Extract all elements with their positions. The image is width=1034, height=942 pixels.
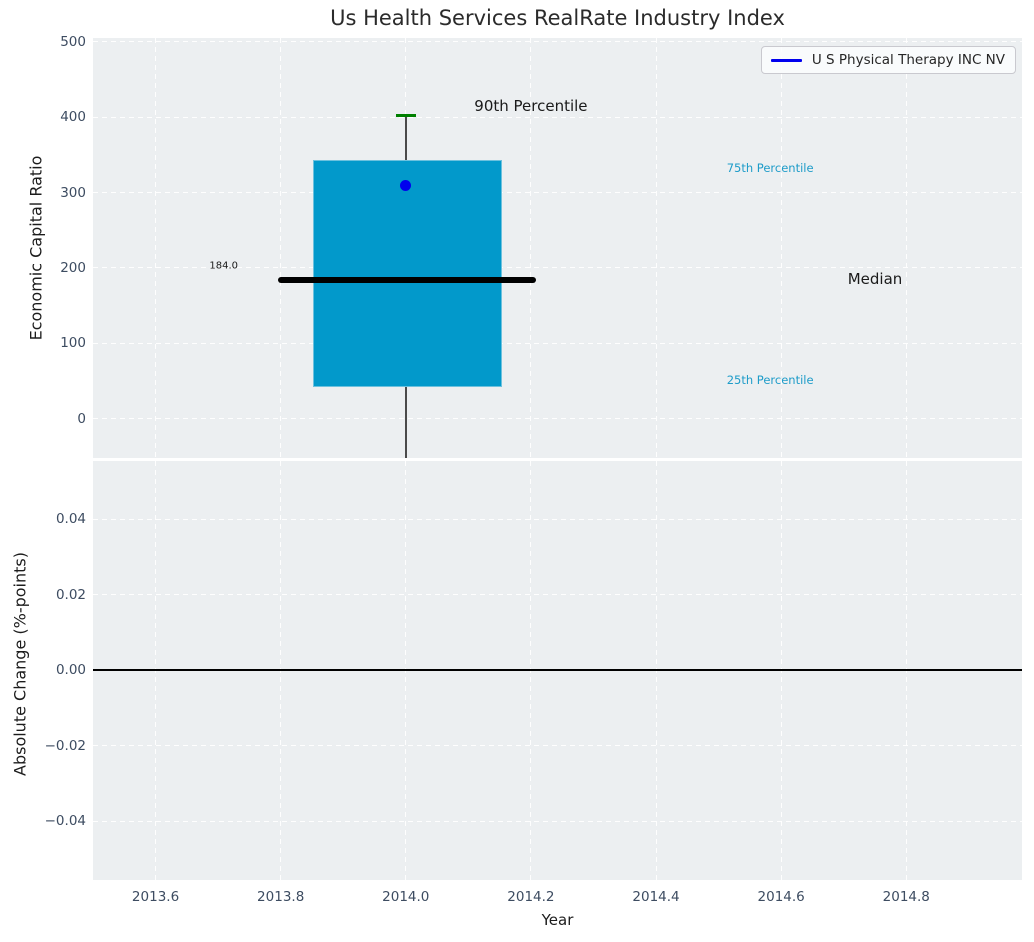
y-gridline	[93, 594, 1022, 596]
chart-annotation: Median	[847, 270, 903, 289]
x-gridline	[905, 38, 907, 458]
bottom-axes	[93, 461, 1022, 880]
legend: U S Physical Therapy INC NV	[760, 46, 1016, 74]
y-tick-label: 0.00	[55, 662, 86, 679]
y-tick-label: 0	[77, 410, 86, 427]
y-tick-label: −0.04	[44, 813, 86, 830]
y-gridline	[93, 267, 1022, 269]
y-gridline	[93, 820, 1022, 822]
x-tick-label: 2014.2	[507, 889, 555, 905]
x-gridline	[780, 38, 782, 458]
x-tick-label: 2014.6	[757, 889, 805, 905]
zero-reference-line	[93, 669, 1022, 672]
y-tick-label: 0.02	[55, 586, 86, 603]
y-tick-label: 300	[60, 184, 86, 201]
y-tick-label: 500	[60, 33, 86, 50]
chart-annotation: 90th Percentile	[474, 96, 588, 115]
top-axes: U S Physical Therapy INC NV	[93, 38, 1022, 458]
x-tick-label: 2014.8	[882, 889, 930, 905]
y-gridline	[93, 41, 1022, 43]
x-gridline	[530, 38, 532, 458]
y-tick-label: 0.04	[55, 511, 86, 528]
legend-label: U S Physical Therapy INC NV	[811, 52, 1005, 68]
company-data-point	[400, 179, 412, 191]
chart-annotation: 184.0	[209, 260, 239, 272]
chart-title: Us Health Services RealRate Industry Ind…	[330, 6, 785, 30]
chart-annotation: 25th Percentile	[726, 372, 814, 387]
median-line	[278, 277, 536, 284]
x-gridline	[655, 38, 657, 458]
x-axis-label: Year	[541, 911, 574, 929]
y-tick-label: 400	[60, 109, 86, 126]
y-tick-label: 100	[60, 335, 86, 352]
x-tick-label: 2014.4	[632, 889, 680, 905]
legend-line-sample	[770, 58, 802, 62]
y-gridline	[93, 116, 1022, 118]
x-gridline	[280, 38, 282, 458]
x-gridline	[155, 38, 157, 458]
y-tick-label: −0.02	[44, 737, 86, 754]
y-tick-label: 200	[60, 259, 86, 276]
whisker-cap-90th	[395, 114, 416, 118]
x-tick-label: 2014.0	[382, 889, 430, 905]
top-y-axis-label: Economic Capital Ratio	[26, 155, 46, 341]
y-gridline	[93, 745, 1022, 747]
x-tick-label: 2013.6	[131, 889, 180, 905]
y-gridline	[93, 418, 1022, 420]
bottom-y-axis-label: Absolute Change (%-points)	[10, 552, 30, 776]
y-gridline	[93, 518, 1022, 520]
box-iqr-rect	[312, 160, 502, 388]
chart-annotation: 75th Percentile	[726, 160, 814, 175]
y-gridline	[93, 192, 1022, 194]
y-gridline	[93, 342, 1022, 344]
x-tick-label: 2013.8	[257, 889, 305, 905]
